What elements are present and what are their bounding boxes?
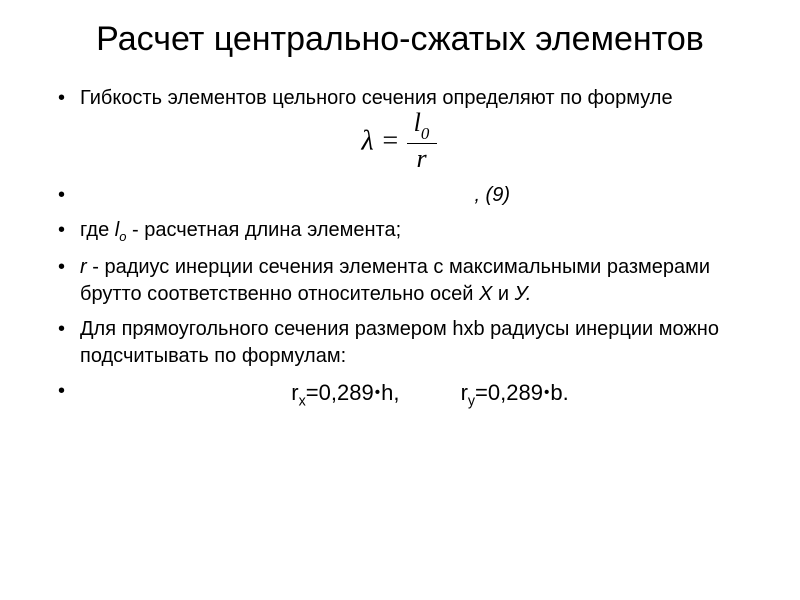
ry-var: b.	[550, 380, 568, 405]
bullet-text-1: Гибкость элементов цельного сечения опре…	[80, 87, 673, 109]
formula-block: λ = l0r	[80, 108, 750, 174]
b3-post: - расчетная длина элемента;	[126, 219, 401, 241]
bullet-item-6: rx=0,289•h, ry=0,289•b.	[50, 378, 750, 412]
radius-formulas: rx=0,289•h, ry=0,289•b.	[80, 378, 750, 412]
dot-icon-2: •	[544, 384, 549, 401]
bullet-item-eqnum: , (9)	[50, 182, 750, 209]
b4-post: - радиус инерции сечения элемента с макс…	[80, 256, 710, 305]
rx-sub: x	[299, 393, 306, 409]
rx-r: r	[291, 380, 298, 405]
rx-eq: =0,289	[306, 380, 374, 405]
dot-icon-1: •	[375, 384, 380, 401]
lambda-formula: λ = l0r	[361, 112, 436, 174]
bullet-item-3: где lo - расчетная длина элемента;	[50, 217, 750, 246]
b4-y: У.	[515, 283, 532, 305]
b5-text: Для прямоугольного сечения размером hxb …	[80, 318, 719, 367]
b4-var: r	[80, 256, 87, 278]
formula-num-sub: 0	[421, 124, 429, 143]
slide-title: Расчет центрально-сжатых элементов	[50, 20, 750, 59]
bullet-list: Гибкость элементов цельного сечения опре…	[50, 85, 750, 411]
bullet-item-1: Гибкость элементов цельного сечения опре…	[50, 85, 750, 174]
bullet-item-4: r - радиус инерции сечения элемента с ма…	[50, 254, 750, 308]
equation-number: , (9)	[474, 184, 510, 206]
formula-num-var: l	[414, 108, 421, 137]
formula-gap	[399, 380, 460, 405]
b4-and: и	[492, 283, 514, 305]
b3-pre: где	[80, 219, 115, 241]
ry-sub: y	[468, 393, 475, 409]
formula-fraction: l0r	[407, 110, 437, 172]
slide-content: Гибкость элементов цельного сечения опре…	[50, 85, 750, 411]
formula-eq: =	[374, 126, 407, 157]
formula-lhs: λ	[361, 126, 373, 157]
formula-numerator: l0	[407, 110, 437, 144]
ry-r: r	[461, 380, 468, 405]
b4-x: Х	[479, 283, 492, 305]
bullet-item-5: Для прямоугольного сечения размером hxb …	[50, 316, 750, 370]
ry-eq: =0,289	[475, 380, 543, 405]
formula-denominator: r	[407, 144, 437, 172]
rx-var: h,	[381, 380, 399, 405]
